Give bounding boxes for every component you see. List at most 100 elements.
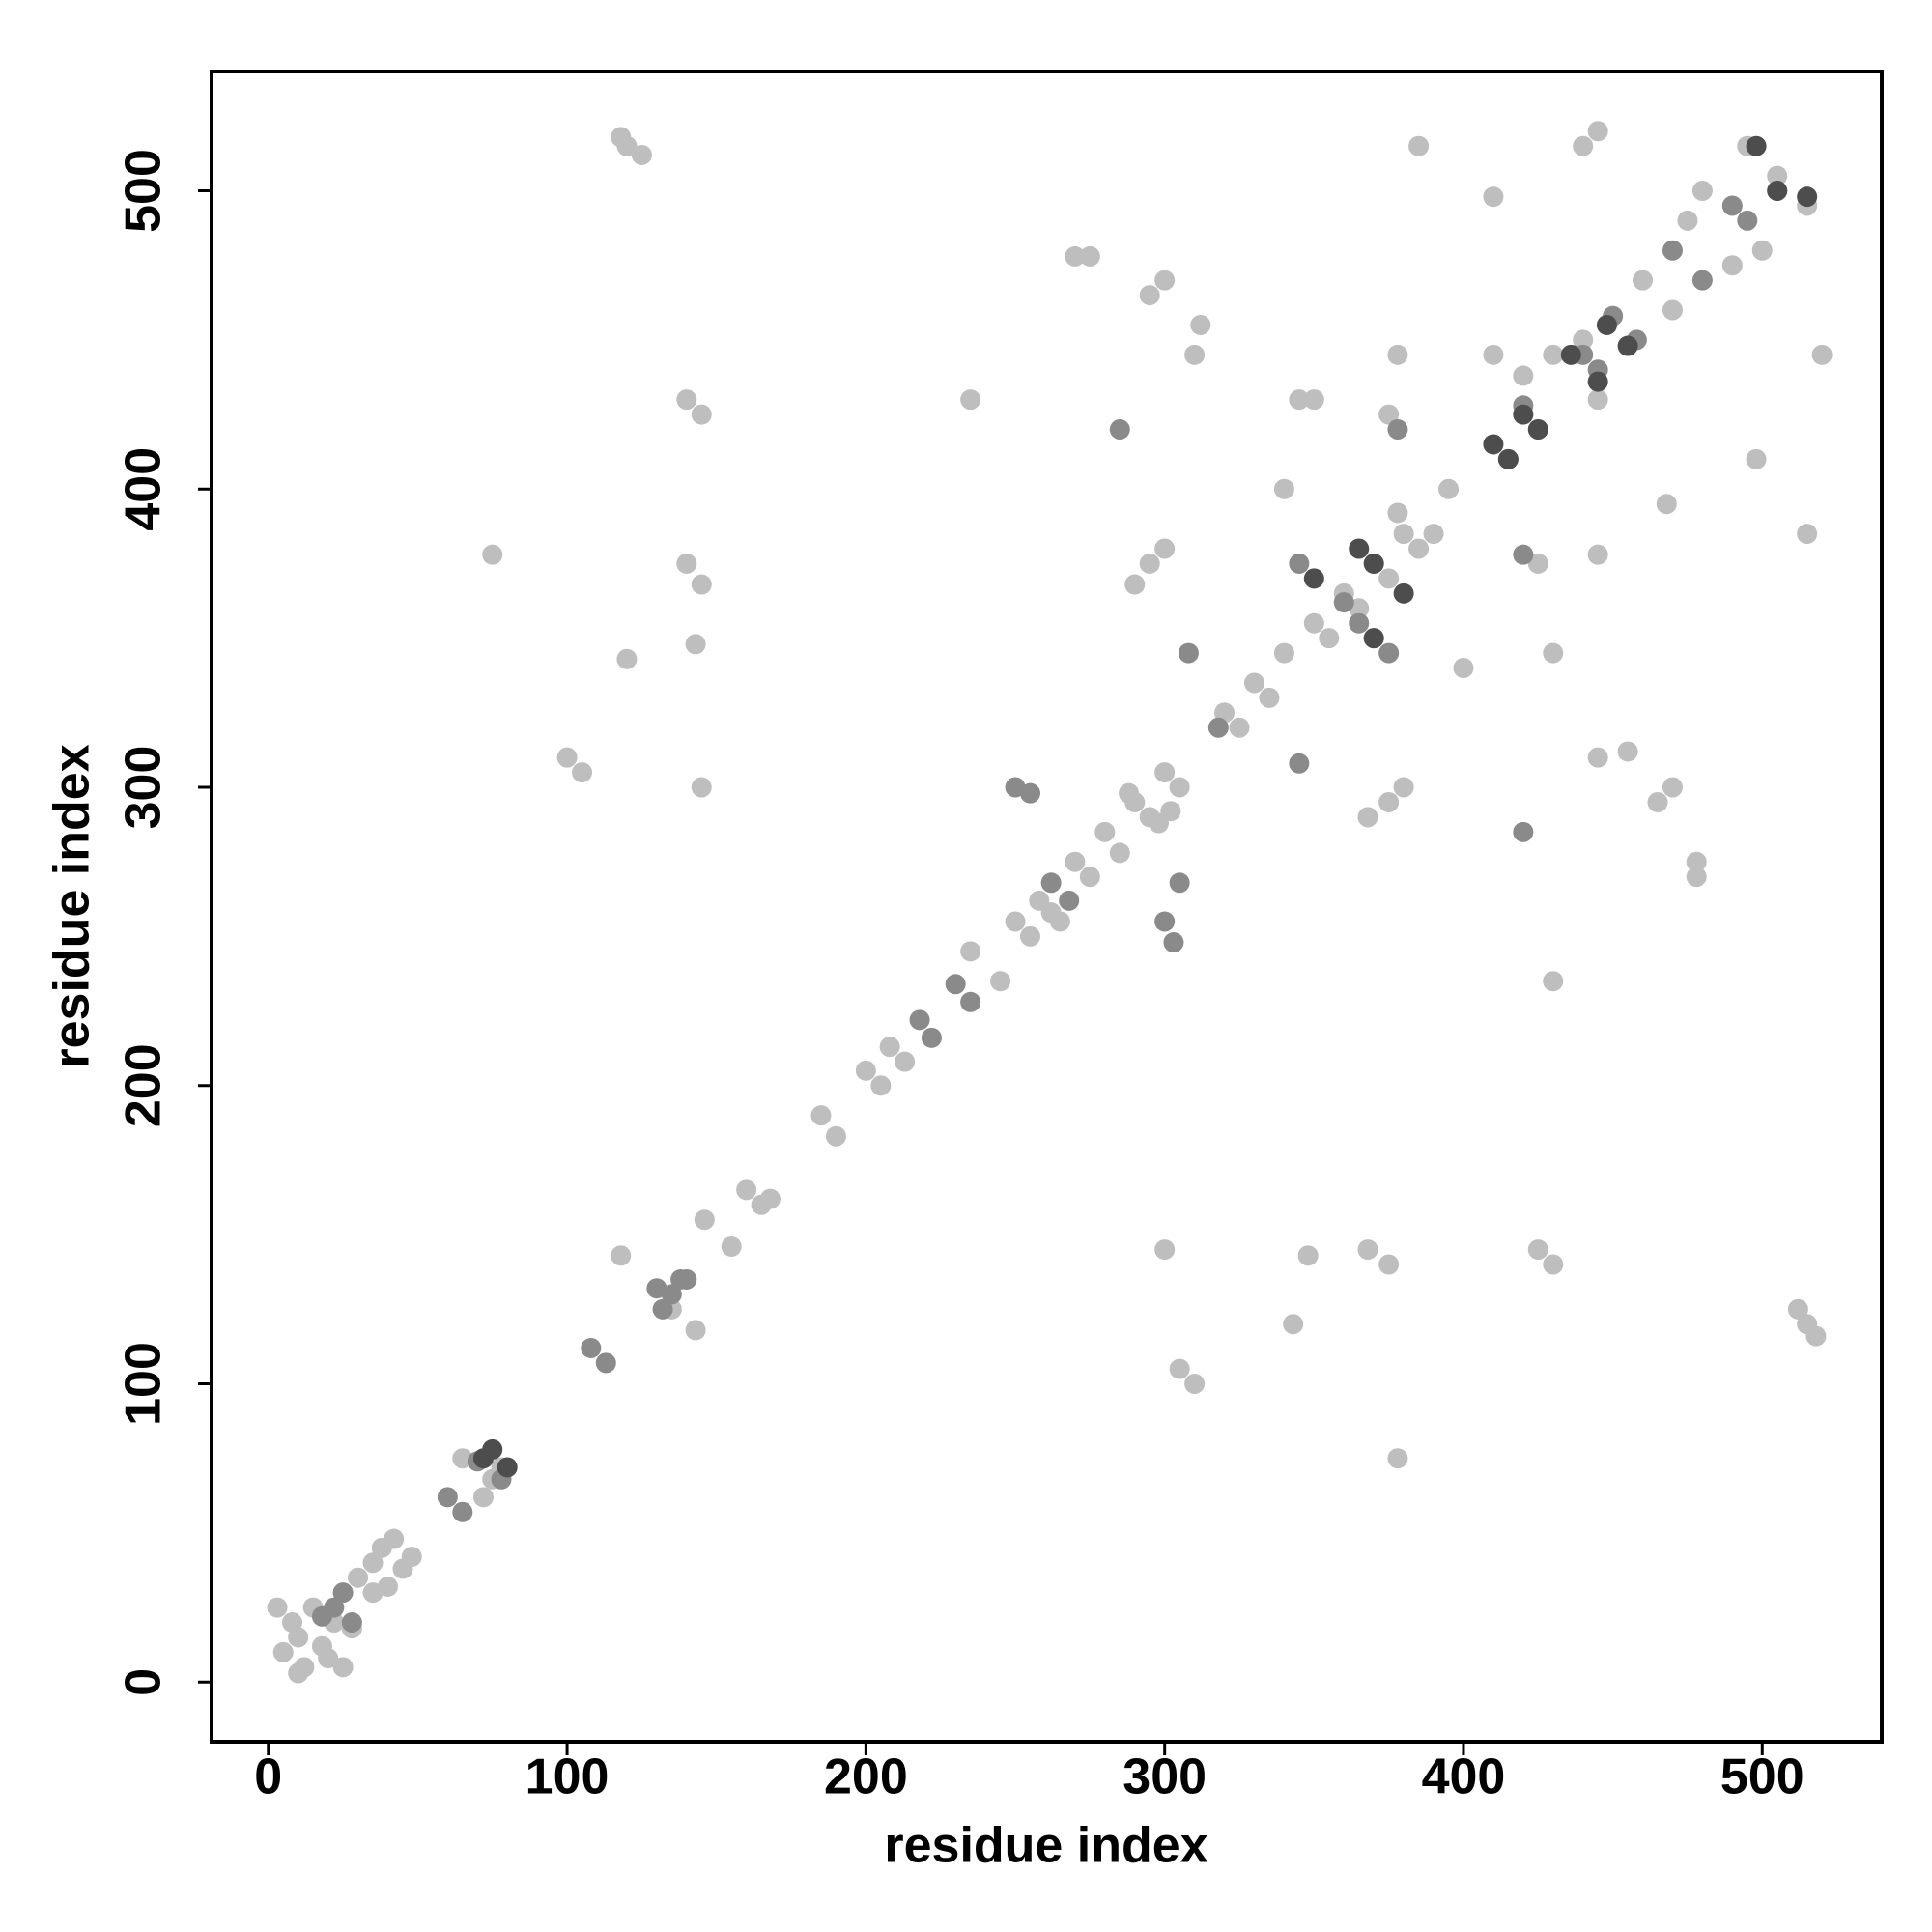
point: [1319, 628, 1340, 649]
point: [1243, 672, 1264, 694]
point: [616, 648, 638, 669]
point: [1124, 574, 1146, 595]
point: [1811, 344, 1833, 365]
y-tick-label: 500: [116, 149, 172, 233]
x-tick-label: 500: [1720, 1749, 1804, 1805]
point: [1040, 872, 1062, 894]
point: [482, 1438, 503, 1460]
point: [895, 1051, 916, 1072]
point: [572, 762, 593, 783]
point: [1079, 245, 1100, 267]
point: [1119, 782, 1140, 804]
y-tick-label: 300: [116, 746, 172, 830]
point: [472, 1487, 494, 1508]
point: [1408, 538, 1430, 559]
point: [1259, 687, 1280, 708]
point: [1357, 807, 1378, 828]
point: [1229, 717, 1250, 738]
point: [1169, 1358, 1190, 1379]
point: [1154, 538, 1176, 559]
point: [348, 1567, 369, 1588]
point: [1363, 628, 1384, 649]
point: [267, 1597, 288, 1618]
y-tick-label: 200: [116, 1043, 172, 1127]
point: [652, 1298, 673, 1320]
point: [1349, 538, 1370, 559]
point: [1797, 524, 1818, 545]
point: [1587, 371, 1608, 392]
point: [1160, 801, 1181, 822]
point: [1184, 1374, 1206, 1394]
point: [595, 1352, 616, 1374]
point: [1513, 404, 1534, 425]
point: [1746, 448, 1767, 469]
point: [1393, 524, 1414, 545]
x-tick-label: 400: [1422, 1749, 1506, 1805]
point: [1190, 314, 1211, 335]
point: [870, 1075, 892, 1096]
point: [1139, 553, 1160, 574]
point: [736, 1179, 757, 1201]
point: [497, 1457, 518, 1478]
point: [1094, 821, 1116, 842]
point: [1169, 872, 1190, 894]
point: [1587, 121, 1608, 142]
point: [341, 1612, 362, 1633]
point: [1019, 925, 1040, 947]
point: [1647, 791, 1668, 812]
point: [1543, 971, 1564, 992]
point: [825, 1125, 846, 1147]
point: [1378, 568, 1400, 589]
point: [960, 941, 981, 962]
point: [611, 127, 632, 148]
point: [1303, 612, 1324, 634]
point: [685, 1320, 706, 1341]
point: [1686, 867, 1707, 888]
point: [1737, 210, 1758, 231]
point: [990, 971, 1011, 992]
point: [1363, 553, 1384, 574]
point: [960, 389, 981, 411]
point: [1543, 344, 1564, 365]
y-tick-label: 0: [116, 1668, 172, 1696]
point: [1184, 344, 1206, 365]
point: [1109, 419, 1130, 440]
point: [1408, 135, 1430, 156]
point: [1483, 186, 1504, 208]
y-tick-label: 100: [116, 1342, 172, 1426]
point: [556, 747, 578, 768]
point: [855, 1060, 876, 1081]
point: [810, 1105, 832, 1126]
point: [1357, 1239, 1378, 1261]
point: [362, 1552, 384, 1574]
point: [1787, 1298, 1808, 1320]
point: [1178, 642, 1199, 664]
point: [960, 991, 981, 1012]
point: [1154, 762, 1176, 783]
x-tick-label: 100: [526, 1749, 610, 1805]
y-tick-label: 400: [116, 447, 172, 531]
point: [1154, 1239, 1176, 1261]
x-tick-label: 300: [1122, 1749, 1207, 1805]
point: [1163, 932, 1184, 953]
point: [1677, 210, 1698, 231]
point: [945, 974, 966, 995]
point: [1691, 181, 1713, 201]
point: [691, 404, 712, 425]
point: [1393, 777, 1414, 798]
point: [1513, 821, 1534, 842]
point: [1721, 195, 1743, 216]
point: [1617, 741, 1638, 762]
point: [1513, 544, 1534, 565]
point: [1393, 582, 1414, 604]
point: [362, 1582, 384, 1604]
point: [676, 1268, 697, 1290]
point: [1527, 1239, 1548, 1261]
point: [1423, 524, 1444, 545]
point: [759, 1188, 781, 1209]
point: [1208, 717, 1229, 738]
x-tick-label: 0: [254, 1749, 282, 1805]
x-tick-label: 200: [824, 1749, 908, 1805]
point: [1483, 434, 1504, 455]
point: [1049, 911, 1070, 932]
